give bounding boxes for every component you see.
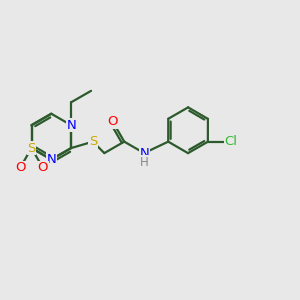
Text: O: O: [38, 161, 48, 175]
Text: H: H: [140, 155, 148, 169]
Text: N: N: [46, 153, 56, 166]
Text: N: N: [66, 119, 76, 132]
Text: S: S: [27, 142, 36, 154]
Text: N: N: [139, 148, 149, 160]
Text: O: O: [107, 115, 118, 128]
Text: S: S: [89, 135, 97, 148]
Text: Cl: Cl: [224, 135, 237, 148]
Text: O: O: [15, 161, 25, 175]
